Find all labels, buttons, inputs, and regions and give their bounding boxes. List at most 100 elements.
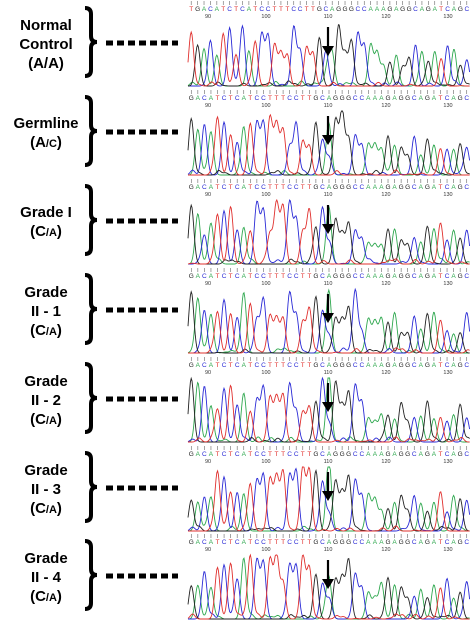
base-call-letter: C [359,539,364,546]
down-arrow-icon [322,383,334,412]
base-call-letter: A [327,184,332,191]
base-call-letter: G [333,539,338,546]
position-tick-label: 120 [381,370,390,376]
base-call-letter: C [255,95,260,102]
position-tick-label: 110 [324,370,333,376]
base-call-letter: C [287,184,292,191]
base-call-letter: C [222,362,227,369]
base-call-letter: G [346,451,351,458]
base-call-letter: A [433,6,438,13]
genotype-label: (C/A) [30,321,62,339]
base-call-letter: A [381,6,386,13]
trace-g [187,290,470,354]
base-call-letter: T [275,539,279,546]
position-tick-label: 130 [443,547,452,553]
base-call-letter: T [438,362,442,369]
base-call-letter: G [313,362,318,369]
base-call-letter: A [451,362,456,369]
base-call-letter: A [379,451,384,458]
label-line-1: Grade [24,461,68,479]
base-call-letter: T [216,95,220,102]
base-call-letter: G [346,362,351,369]
base-call-letter: G [189,362,194,369]
base-call-letter: C [320,95,325,102]
base-call-letter: C [359,451,364,458]
base-call-letter: T [279,6,283,13]
base-call-letter: C [202,95,207,102]
label-line-1: Grade [24,372,68,390]
base-call-letter: C [412,95,417,102]
base-call-letter: T [216,184,220,191]
base-call-letter: G [399,362,404,369]
down-arrow-icon [322,205,334,234]
position-tick-label: 110 [324,103,333,109]
base-call-letter: C [355,6,360,13]
base-call-letter: C [412,273,417,280]
base-call-letter: G [340,362,345,369]
base-call-letter: C [464,451,469,458]
base-call-letter: G [458,451,463,458]
position-ruler: 90 100 110 120 130 [205,547,453,553]
dotted-connector [106,218,178,224]
base-call-letter: T [301,362,305,369]
base-call-letter: A [196,451,201,458]
genotype-minor-allele: /A [45,414,57,427]
genotype-minor-allele: /A [45,591,57,604]
base-call-letter: A [451,539,456,546]
base-call-letter: A [392,451,397,458]
base-call-letter: C [287,451,292,458]
base-call-letter: G [313,184,318,191]
base-call-letter: T [275,184,279,191]
base-call-letter: C [235,451,240,458]
base-call-letter: T [248,451,252,458]
base-call-letter: T [307,273,311,280]
position-tick-label: 120 [381,192,390,198]
base-call-letter: G [458,539,463,546]
base-call-letter: G [346,184,351,191]
base-call-letter: A [451,451,456,458]
base-call-letter: T [275,95,279,102]
trace-t [188,113,470,176]
label-line-1: Grade [24,283,68,301]
base-call-letter: A [379,362,384,369]
base-call-letter: A [196,362,201,369]
trace-c [187,118,471,176]
base-call-letter: T [273,6,277,13]
base-call-letter: G [342,6,347,13]
base-call-letter: A [242,362,247,369]
position-tick-label: 120 [381,459,390,465]
base-call-letter: C [464,539,469,546]
base-call-letter: C [294,273,299,280]
base-call-letter: A [379,539,384,546]
genotype-major-allele: C [35,410,46,428]
right-curly-bracket-icon [84,6,98,78]
base-call-letter: C [445,273,450,280]
position-tick-label: 130 [443,192,452,198]
base-call-letter: C [413,6,418,13]
base-call-letter: A [419,539,424,546]
position-tick-label: 110 [324,14,333,20]
base-call-letter: C [287,273,292,280]
dotted-connector [106,307,178,313]
base-call-letter: A [215,6,220,13]
base-call-letter: A [196,539,201,546]
base-call-letter: G [425,184,430,191]
base-call-letter: C [202,184,207,191]
label-line-2: Control [19,35,73,53]
sample-label: Grade I (C/A) [0,178,92,268]
genotype-label: (C/A) [30,587,62,605]
base-call-letter: C [202,362,207,369]
base-call-letter: T [301,184,305,191]
base-call-letter: G [313,273,318,280]
genotype-major-allele: A/A [33,54,59,72]
position-tick-label: 90 [205,547,211,553]
trace-c [187,376,471,443]
base-call-letter: C [320,184,325,191]
base-call-letter: A [392,184,397,191]
